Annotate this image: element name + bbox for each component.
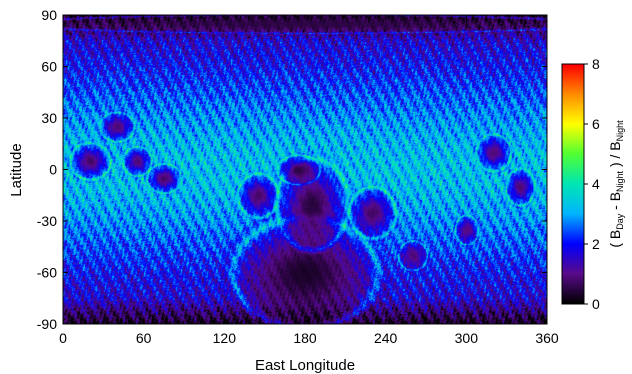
y-tick-label: -90 xyxy=(37,316,57,332)
y-tick-label: 30 xyxy=(41,110,57,126)
y-tick-label: 60 xyxy=(41,59,57,75)
x-tick-label: 180 xyxy=(293,330,317,346)
x-tick-label: 60 xyxy=(136,330,152,346)
colorbar-tick-label: 2 xyxy=(592,236,600,252)
plot-frame xyxy=(62,14,548,325)
x-tick-label: 300 xyxy=(455,330,479,346)
colorbar-gradient xyxy=(562,64,584,304)
x-axis-title: East Longitude xyxy=(255,357,355,374)
y-tick-label: 0 xyxy=(49,162,57,178)
colorbar-tick-label: 6 xyxy=(592,116,600,132)
y-axis-title: Latitude xyxy=(8,143,25,196)
colorbar-tick-label: 0 xyxy=(592,296,600,312)
x-tick-label: 360 xyxy=(535,330,559,346)
y-tick-label: -60 xyxy=(37,265,57,281)
x-tick-label: 240 xyxy=(374,330,398,346)
colorbar-title: ( BDay - BNight ) / BNight xyxy=(607,120,625,248)
y-axis-ticks: 90 60 30 0 -30 -60 -90 xyxy=(37,7,547,332)
y-tick-label: 90 xyxy=(41,7,57,23)
x-tick-label: 120 xyxy=(213,330,237,346)
x-tick-label: 0 xyxy=(59,330,67,346)
colorbar-tick-label: 4 xyxy=(592,176,600,192)
colorbar-frame xyxy=(561,63,585,305)
colorbar-ticks: 0 2 4 6 8 xyxy=(584,56,600,312)
y-tick-label: -30 xyxy=(37,213,57,229)
colorbar-tick-label: 8 xyxy=(592,56,600,72)
heatmap-plot-area xyxy=(63,15,547,324)
x-axis-ticks: 0 60 120 180 240 300 360 xyxy=(59,15,559,346)
